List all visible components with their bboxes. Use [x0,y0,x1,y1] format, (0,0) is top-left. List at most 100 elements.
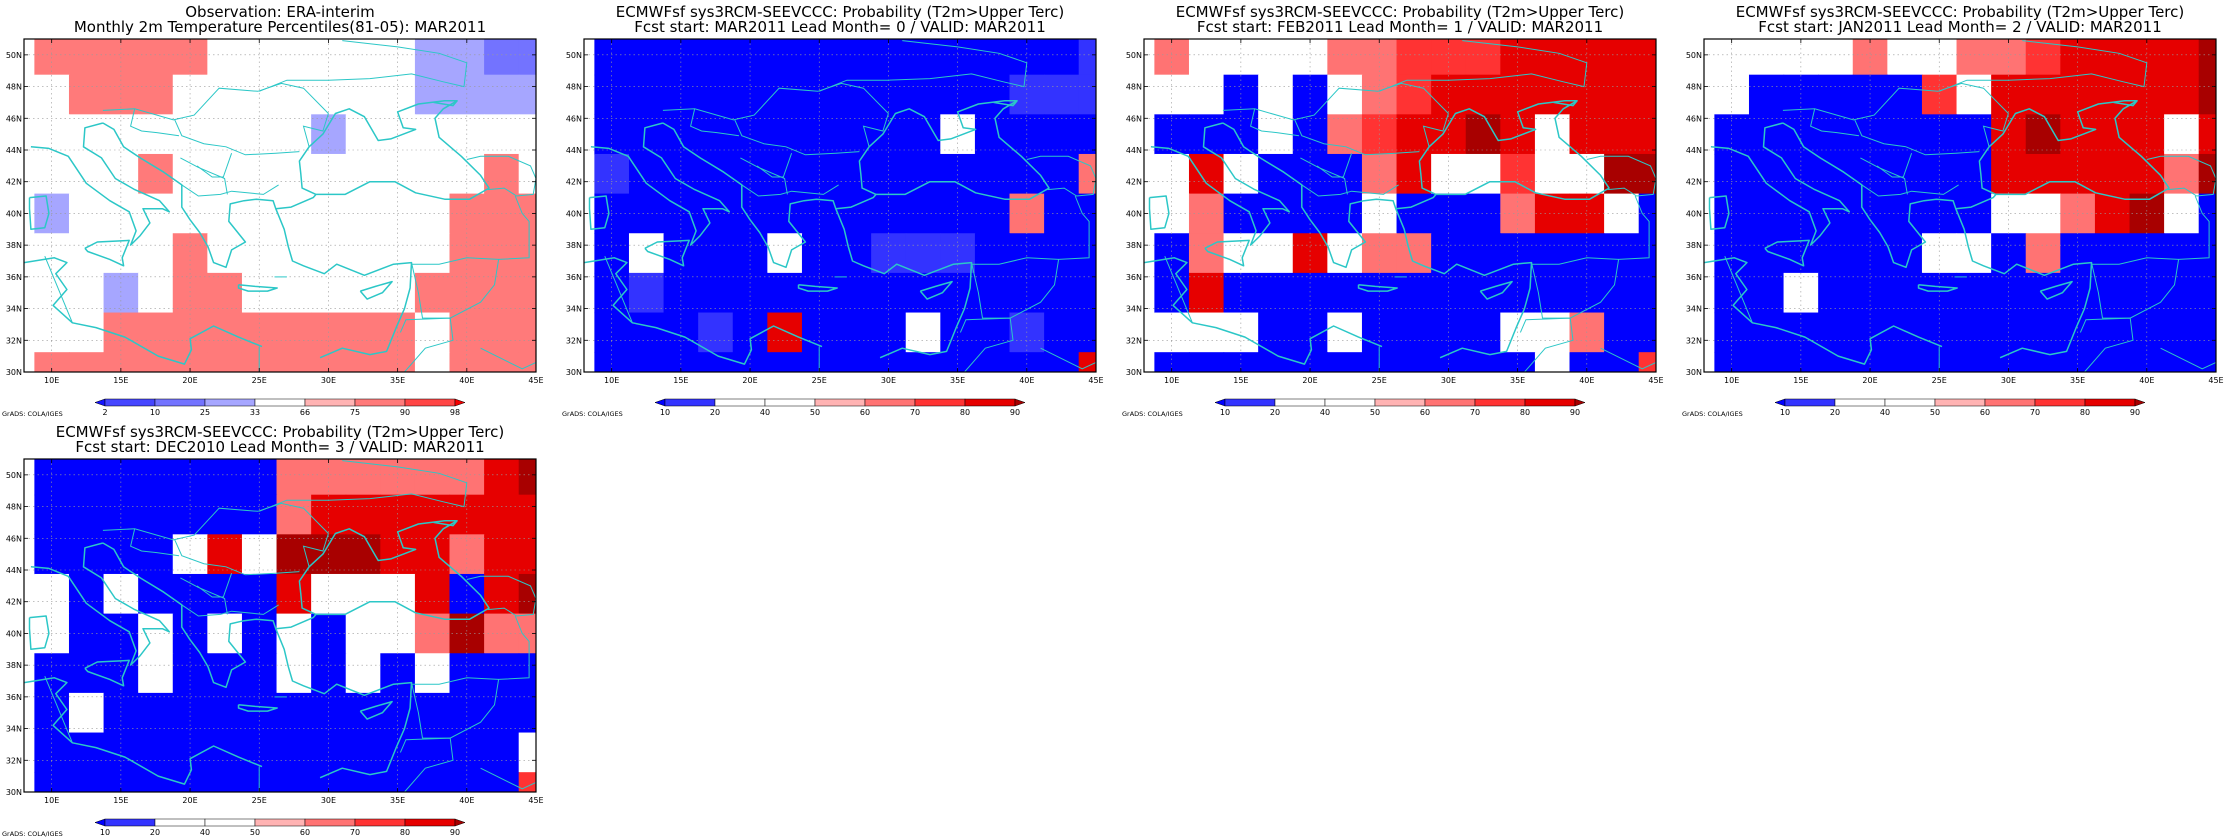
grid-cell [1431,233,1467,274]
grid-cell [138,613,174,654]
coastline-layer [584,100,1050,365]
grid-cell [594,193,630,234]
grid-cell [414,772,451,792]
coastline-layer [24,100,490,365]
grid-cell [2164,114,2200,155]
lon-tick-label: 30E [2001,376,2016,385]
grid-cell [484,114,520,155]
grid-cell [1223,114,1259,155]
grid-cell [1327,312,1363,353]
grid-cell [1188,272,1225,314]
lon-tick-label: 40E [1019,376,1034,385]
grid-cell [594,352,630,372]
grid-cell [767,193,803,234]
lon-tick-label: 10E [44,376,59,385]
grid-cell [1748,233,1785,274]
grid-cell [2025,153,2061,195]
grid-cell [1638,74,1656,115]
map-title: ECMWFsf sys3RCM-SEEVCCC: Probability (T2… [56,423,505,441]
grid-cell [836,114,872,155]
lon-tick-label: 35E [390,796,405,805]
colorbar-label: 70 [350,828,360,837]
grid-cell [905,272,941,314]
grid-cell [68,692,105,734]
grid-cell [172,772,208,792]
grid-cell [871,233,907,274]
grid-cell [311,74,347,115]
grads-credit: GrADS: COLA/IGES [562,410,623,418]
grid-cell [276,312,312,353]
grid-cell [1887,352,1923,372]
colorbar-label: 90 [1010,408,1020,417]
grid-cell [380,494,416,535]
grid-cell [1396,312,1432,353]
grid-cell [1361,272,1398,314]
grid-cell [1258,352,1294,372]
colorbar-label: 90 [400,408,410,417]
lon-tick-label: 30E [881,376,896,385]
grid-cell [1852,233,1888,274]
grid-cell [311,459,347,496]
lat-tick-label: 50N [1126,51,1142,60]
grid-cell [172,653,208,694]
grid-cell [836,193,872,234]
map-svg: ECMWFsf sys3RCM-SEEVCCC: Probability (T2… [1682,3,2224,418]
grid-cell [484,573,520,615]
grid-cell [68,193,105,234]
grid-cell [1327,272,1363,314]
grid-cell [345,272,381,314]
grid-cell [345,193,381,234]
grid-cell [172,74,208,115]
grid-cell [974,193,1011,234]
grid-cell [484,233,520,274]
grid-cell [1009,74,1045,115]
grid-cell [974,114,1011,155]
grid-cell [380,352,416,372]
grid-cell [767,153,803,195]
grid-cell [1258,74,1294,115]
grid-cell [2094,114,2131,155]
colorbar-label: 70 [910,408,920,417]
lat-tick-label: 44N [6,566,22,575]
colorbar-segment [104,398,156,407]
grid-cell [1396,74,1432,115]
grid-cell [207,692,243,734]
grid-cell [871,74,907,115]
colorbar-label: 90 [1570,408,1580,417]
grid-cell [1154,352,1190,372]
grid-cell [414,613,451,654]
colorbar-label: 60 [860,408,870,417]
map-svg: ECMWFsf sys3RCM-SEEVCCC: Probability (T2… [1122,3,1664,418]
grid-cell [732,352,768,372]
grid-cell [1714,352,1750,372]
lat-tick-label: 42N [6,598,22,607]
lon-tick-label: 10E [1724,376,1739,385]
lon-tick-label: 20E [182,376,197,385]
grid-cell [905,114,941,155]
grid-cell [974,39,1011,76]
grid-cell [207,613,243,654]
lon-tick-label: 35E [390,376,405,385]
grid-cell [1783,272,1819,314]
grid-cell [103,692,139,734]
grid-cell [2094,233,2131,274]
grid-cell [1569,272,1605,314]
grid-cell [345,613,381,654]
border-layer [1164,40,1656,372]
grid-cell [1887,153,1923,195]
grid-cell [207,352,243,372]
grid-cell [449,272,485,314]
grid-cell [1956,352,1992,372]
grid-cell [484,74,520,115]
grid-cell [1921,233,1958,274]
grid-cell [345,573,381,615]
grid-cell [68,494,105,535]
lon-tick-label: 15E [113,796,128,805]
grid-cell [2094,39,2131,76]
cell-layer [594,39,1096,372]
colorbar-label: 66 [300,408,310,417]
colorbar: 10 20 40 50 60 70 80 90 [94,818,466,837]
grid-cell [1258,312,1294,353]
grid-cell [871,153,907,195]
